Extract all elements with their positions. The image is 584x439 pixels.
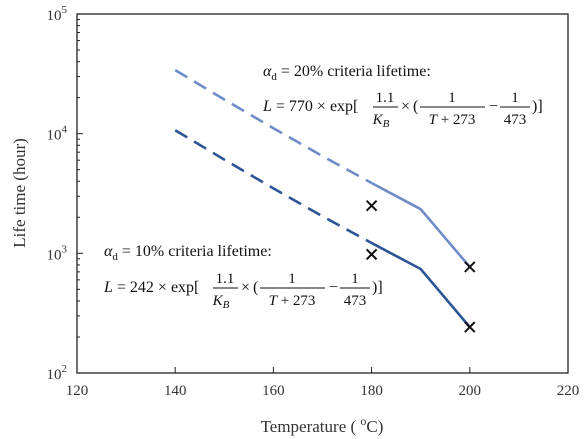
x-tick-label: 120: [66, 383, 89, 399]
annotation-20pct-num3: 1: [511, 90, 519, 106]
series-0-marker: [464, 261, 476, 273]
x-tick-label: 220: [557, 383, 580, 399]
y-tick-label: 105: [47, 4, 68, 24]
annotation-10pct-formula: L = 242 × exp[: [103, 279, 199, 296]
annotation-20pct-title: αd = 20% criteria lifetime:: [263, 63, 431, 83]
annotation-20pct-den1: KB: [372, 112, 390, 130]
series-1-marker: [464, 321, 476, 333]
y-tick-label: 103: [47, 243, 68, 263]
annotation-10pct-num1: 1.1: [216, 271, 235, 287]
annotation-10pct-minus: −: [329, 279, 338, 296]
y-tick-label: 102: [47, 363, 68, 383]
x-tick-label: 200: [459, 383, 482, 399]
marker-stroke: [464, 321, 476, 333]
axis-ticks: 120 140 160 180 200 220 102 103 104 105: [47, 4, 580, 399]
x-tick-label: 160: [262, 383, 285, 399]
annotation-20pct-den2: T + 273: [429, 112, 476, 128]
annotation-20pct-den3: 473: [504, 112, 527, 128]
annotation-10pct-num3: 1: [351, 271, 359, 287]
series-layer: [174, 68, 476, 333]
annotation-10pct-title: αd = 10% criteria lifetime:: [104, 243, 272, 263]
series-0-extrapolated-line: [174, 68, 373, 185]
y-tick-label: 104: [47, 124, 68, 144]
annotation-10pct: αd = 10% criteria lifetime: L = 242 × ex…: [103, 243, 383, 311]
marker-stroke: [365, 200, 378, 212]
annotation-20pct-minus: −: [489, 98, 498, 115]
annotation-10pct-den3: 473: [344, 293, 367, 309]
series-1-extrapolated-line: [174, 129, 373, 245]
annotation-10pct-den1: KB: [212, 293, 230, 311]
series-0-fitted-line: [370, 181, 471, 268]
annotation-20pct-formula: L = 770 × exp[: [262, 98, 358, 115]
annotation-20pct-open: (: [413, 98, 418, 115]
marker-stroke: [464, 261, 476, 273]
plot-frame: [76, 13, 569, 374]
annotation-20pct: αd = 20% criteria lifetime: L = 770 × ex…: [262, 63, 543, 130]
x-tick-label: 140: [164, 383, 187, 399]
annotation-20pct-num1: 1.1: [376, 90, 395, 106]
annotation-10pct-times: ×: [241, 279, 250, 296]
y-axis-title: Life time (hour): [10, 138, 29, 248]
x-axis-title: Temperature ( oC): [261, 414, 384, 436]
annotation-10pct-close: )]: [372, 279, 383, 296]
annotation-20pct-close: )]: [532, 98, 543, 115]
annotation-20pct-num2: 1: [448, 90, 456, 106]
annotation-10pct-den2: T + 273: [269, 293, 316, 309]
annotation-10pct-open: (: [253, 279, 258, 296]
series-1-marker: [365, 248, 378, 261]
annotation-10pct-num2: 1: [288, 271, 296, 287]
series-0-marker: [365, 200, 378, 212]
x-tick-label: 180: [360, 383, 383, 399]
annotation-20pct-times: ×: [401, 98, 410, 115]
marker-stroke: [365, 248, 378, 261]
series-1-fitted-line: [370, 241, 471, 328]
